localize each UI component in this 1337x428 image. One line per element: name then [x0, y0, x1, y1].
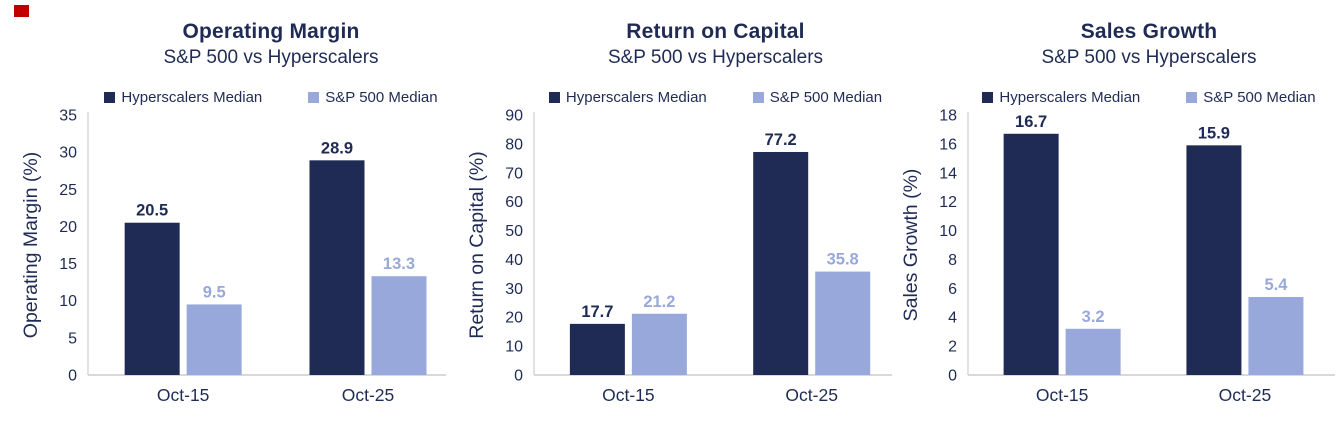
chart-legend: Hyperscalers Median S&P 500 Median — [968, 89, 1330, 106]
bar-value-label: 9.5 — [203, 283, 226, 301]
chart-return-on-capital: Return on Capital S&P 500 vs Hyperscaler… — [446, 0, 892, 428]
bar-value-label: 21.2 — [643, 293, 675, 311]
legend-swatch-sp500 — [308, 92, 320, 103]
red-marker — [14, 5, 29, 17]
bar-value-label: 77.2 — [765, 131, 797, 149]
bar-value-label: 20.5 — [136, 202, 168, 220]
y-tick-label: 2 — [948, 339, 957, 356]
y-tick-label: 30 — [59, 145, 77, 162]
y-tick-label: 30 — [505, 281, 523, 298]
y-axis-title: Sales Growth (%) — [900, 169, 922, 322]
y-tick-label: 8 — [948, 252, 957, 269]
bar-value-label: 3.2 — [1082, 308, 1105, 326]
bar-value-label: 28.9 — [321, 139, 353, 157]
y-tick-label: 0 — [68, 368, 77, 385]
chart-title: Operating Margin — [182, 20, 360, 43]
y-tick-label: 60 — [505, 194, 523, 211]
legend-swatch-hyperscalers — [548, 92, 560, 103]
y-tick-label: 0 — [514, 368, 523, 385]
y-tick-label: 40 — [505, 252, 523, 269]
legend-swatch-hyperscalers — [104, 92, 116, 103]
legend-swatch-sp500 — [1186, 92, 1198, 103]
y-tick-label: 10 — [505, 339, 523, 356]
y-tick-label: 18 — [939, 108, 957, 125]
legend-item-hyperscalers: Hyperscalers Median — [104, 89, 262, 106]
y-tick-label: 10 — [939, 223, 957, 240]
bar-sp500 — [631, 313, 687, 375]
bar-hyperscalers — [1003, 133, 1059, 375]
y-tick-label: 90 — [505, 108, 523, 125]
y-tick-label: 6 — [948, 281, 957, 298]
bar-sp500 — [815, 271, 871, 375]
chart-legend: Hyperscalers Median S&P 500 Median — [534, 89, 897, 106]
bar-value-label: 13.3 — [383, 255, 415, 273]
bar-chart-plot: 0 5 10 15 20 25 30 35 Operating Margin (%) 20.5 9.… — [20, 108, 446, 405]
y-tick-label: 14 — [939, 165, 957, 182]
chart-sales-growth: Sales Growth S&P 500 vs Hyperscalers Hyp… — [892, 0, 1337, 428]
legend-item-sp500: S&P 500 Median — [1186, 89, 1316, 106]
y-axis-title: Operating Margin (%) — [20, 152, 42, 338]
legend-label-hyperscalers: Hyperscalers Median — [999, 89, 1141, 106]
bar-value-label: 15.9 — [1198, 124, 1230, 142]
x-category-label: Oct-15 — [1036, 385, 1089, 405]
bar-hyperscalers — [753, 151, 809, 375]
x-category-label: Oct-25 — [1219, 385, 1272, 405]
legend-item-sp500: S&P 500 Median — [752, 89, 883, 106]
bar-value-label: 35.8 — [827, 251, 859, 269]
chart-subtitle: S&P 500 vs Hyperscalers — [1041, 47, 1257, 68]
y-tick-label: 50 — [505, 223, 523, 240]
bar-hyperscalers — [1186, 145, 1242, 375]
chart-subtitle: S&P 500 vs Hyperscalers — [607, 47, 824, 68]
y-tick-label: 16 — [939, 136, 957, 153]
y-tick-label: 4 — [948, 310, 957, 327]
x-category-label: Oct-25 — [342, 385, 395, 405]
y-tick-label: 20 — [59, 219, 77, 236]
chart-title: Return on Capital — [626, 20, 805, 43]
bar-sp500 — [1248, 297, 1304, 375]
legend-item-sp500: S&P 500 Median — [308, 89, 438, 106]
y-tick-label: 10 — [59, 293, 77, 310]
y-tick-label: 70 — [505, 165, 523, 182]
y-tick-label: 35 — [59, 108, 77, 125]
bar-value-label: 17.7 — [581, 303, 613, 321]
y-axis-title: Return on Capital (%) — [466, 151, 488, 339]
x-category-label: Oct-15 — [157, 385, 210, 405]
y-tick-label: 12 — [939, 194, 957, 211]
legend-swatch-sp500 — [752, 92, 764, 103]
chart-title: Sales Growth — [1080, 20, 1218, 43]
legend-item-hyperscalers: Hyperscalers Median — [982, 89, 1140, 106]
legend-swatch-hyperscalers — [982, 92, 994, 103]
legend-label-sp500: S&P 500 Median — [325, 89, 438, 106]
bar-hyperscalers — [124, 222, 180, 375]
bar-sp500 — [186, 304, 242, 375]
legend-item-hyperscalers: Hyperscalers Median — [548, 89, 707, 106]
y-tick-label: 80 — [505, 136, 523, 153]
bar-value-label: 16.7 — [1015, 113, 1047, 131]
chart-subtitle: S&P 500 vs Hyperscalers — [163, 47, 379, 68]
bar-hyperscalers — [569, 323, 625, 375]
x-category-label: Oct-15 — [602, 385, 655, 405]
y-tick-label: 20 — [505, 310, 523, 327]
bar-chart-plot: 0 10 20 30 40 50 60 70 80 90 Return on Capital (%)… — [466, 108, 892, 405]
legend-label-sp500: S&P 500 Median — [1203, 89, 1316, 106]
y-tick-label: 5 — [68, 330, 77, 347]
y-tick-label: 15 — [59, 256, 77, 273]
legend-label-sp500: S&P 500 Median — [769, 89, 883, 106]
y-tick-label: 25 — [59, 182, 77, 199]
chart-legend: Hyperscalers Median S&P 500 Median — [88, 89, 454, 106]
legend-label-hyperscalers: Hyperscalers Median — [121, 89, 263, 106]
bar-sp500 — [1065, 328, 1121, 375]
legend-label-hyperscalers: Hyperscalers Median — [565, 89, 707, 106]
x-category-label: Oct-25 — [785, 385, 838, 405]
bar-value-label: 5.4 — [1264, 276, 1288, 294]
chart-operating-margin: Operating Margin S&P 500 vs Hyperscalers… — [0, 0, 446, 428]
y-tick-label: 0 — [948, 368, 957, 385]
bar-sp500 — [371, 276, 427, 375]
bar-hyperscalers — [309, 160, 365, 375]
bar-chart-plot: 0 2 4 6 8 10 12 14 16 18 Sales Growth (%) 16.7 3.2 Oc… — [900, 108, 1335, 405]
